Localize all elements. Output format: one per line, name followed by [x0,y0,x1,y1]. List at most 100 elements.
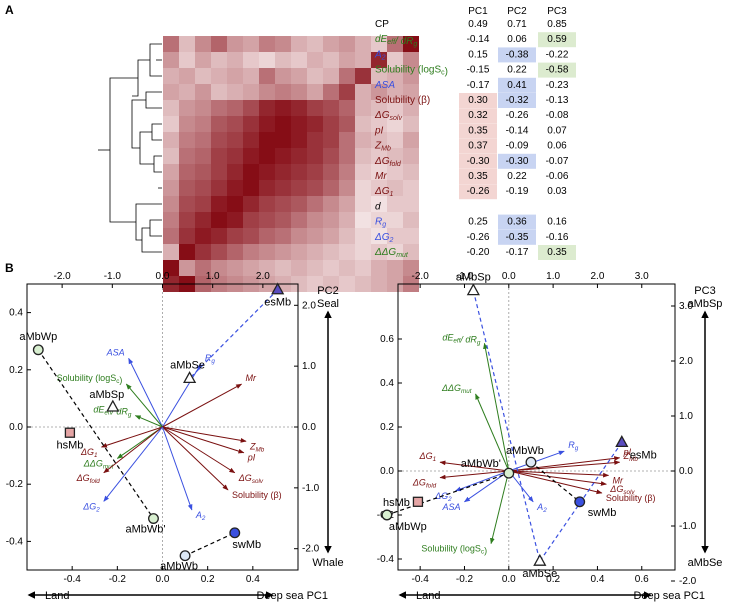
heatmap-cell [355,212,371,228]
vector-label: Solubility (β) [606,493,656,503]
heatmap-cell [275,180,291,196]
x-tick-label: -0.4 [412,574,430,585]
heatmap-cell [307,68,323,84]
table-cell: 0.16 [547,217,567,228]
table-cell: 0.85 [547,19,567,30]
heatmap-cell [339,84,355,100]
heatmap-cell [243,36,259,52]
heatmap-cell [371,132,387,148]
heatmap-cell [275,260,291,276]
heatmap-cell [307,228,323,244]
table-cell: -0.23 [546,80,569,91]
heatmap-cell [355,196,371,212]
heatmap-cell [387,180,403,196]
vector-label: pI [623,447,632,457]
table-cell: -0.35 [506,232,529,243]
heatmap-cell [179,212,195,228]
heatmap-cell [387,244,403,260]
x-tick-label: 0.0 [156,574,170,585]
vector-label: Rg [568,440,579,452]
heatmap-cell [355,132,371,148]
plot-frame [397,283,676,571]
heatmap-cell [179,132,195,148]
heatmap-cell [371,212,387,228]
heatmap-cell [259,100,275,116]
table-header: PC3 [547,6,567,17]
heatmap-cell [275,36,291,52]
heatmap-cell [195,116,211,132]
heatmap-cell [387,52,403,68]
heatmap-cell [403,260,419,276]
table-cell: -0.38 [506,49,529,60]
table-cell: -0.22 [546,49,569,60]
loading-vector [134,415,163,428]
heatmap-cell [211,244,227,260]
heatmap-cell [243,68,259,84]
vector-label: ΔG1 [419,451,437,463]
heatmap-cell [403,244,419,260]
axis-pc-label: PC3 [694,285,715,297]
heatmap-cell [291,116,307,132]
table-row-label: ΔΔGmut [374,247,409,259]
heatmap-cell [211,180,227,196]
heatmap-cell [227,36,243,52]
x-tick-label: 0.4 [246,574,260,585]
heatmap-cell [355,148,371,164]
vector-label: ASA [441,502,460,512]
x-top-tick-label: -1.0 [104,271,122,282]
heatmap-cell [211,196,227,212]
loading-vector [162,426,247,443]
heatmap-cell [371,68,387,84]
heatmap-cell [403,116,419,132]
sample-point [503,467,515,479]
heatmap-cell [371,228,387,244]
heatmap-cell [163,68,179,84]
heatmap-cell [211,100,227,116]
heatmap-cell [291,244,307,260]
connector-line [472,290,541,562]
heatmap-cell [243,244,259,260]
heatmap-cell [211,68,227,84]
table-row-label: Rg [375,217,386,229]
heatmap-cell [307,196,323,212]
heatmap-cell [195,84,211,100]
vector-label: Solubility (β) [232,490,282,500]
heatmap-cell [371,100,387,116]
panel-b-biplot: -0.4 -0.2 0.0 0.2 0.4 -2.0 -1.0 0.0 1.0 2.0 0.4 0.2… [6,271,344,602]
vector-label: ASA [106,347,125,357]
heatmap-cell [179,244,195,260]
heatmap-cell [387,164,403,180]
heatmap-cell [227,68,243,84]
heatmap-cell [355,116,371,132]
heatmap-cell [211,212,227,228]
x-tick-label: 0.2 [546,574,560,585]
x-top-tick-label: 2.0 [590,271,604,282]
vector-label: Mr [613,475,624,485]
connector-line [530,461,581,503]
heatmap-cell [227,196,243,212]
table-cell: 0.25 [468,217,488,228]
vector-label: ΔGsolv [609,484,635,496]
y-right-tick-label: -1.0 [679,521,697,532]
sample-label: hsMb [56,440,83,452]
table-cell: 0.35 [547,247,567,258]
heatmap-cell [323,228,339,244]
heatmap-cell [227,180,243,196]
heatmap-cell [291,196,307,212]
heatmap-cell [339,260,355,276]
sample-point [148,513,159,524]
table-cell: -0.58 [546,65,569,76]
heatmap-cell [355,52,371,68]
sample-label: aMbWb' [461,458,501,470]
heatmap-cell [195,196,211,212]
heatmap-cell [291,36,307,52]
y-tick-label: 0.4 [9,308,23,319]
loading-vector [508,470,607,486]
vector-label: dEeff/ dRg [442,332,481,346]
heatmap-cell [339,228,355,244]
table-row-label: ΔG2 [374,232,394,244]
heatmap-cell [307,276,323,292]
heatmap-cell [387,228,403,244]
heatmap-cell [323,52,339,68]
y-tick-label: 0.0 [9,422,23,433]
